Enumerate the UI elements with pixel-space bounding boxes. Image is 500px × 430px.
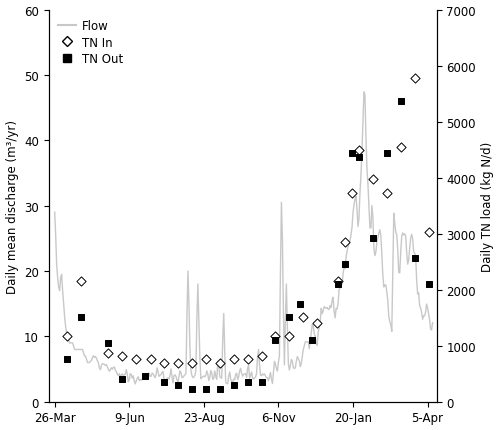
- Point: [369, 177, 377, 184]
- Point: [424, 281, 432, 288]
- Point: [313, 320, 321, 327]
- Point: [410, 255, 418, 262]
- Point: [300, 313, 308, 320]
- Point: [286, 333, 294, 340]
- Point: [132, 356, 140, 363]
- Point: [348, 150, 356, 157]
- Legend: Flow, TN In, TN Out: Flow, TN In, TN Out: [54, 16, 127, 70]
- Point: [286, 313, 294, 320]
- Point: [216, 385, 224, 392]
- Point: [272, 336, 280, 343]
- Point: [216, 359, 224, 366]
- Point: [410, 76, 418, 83]
- Point: [174, 359, 182, 366]
- Point: [230, 382, 237, 389]
- Point: [230, 356, 237, 363]
- Point: [341, 261, 349, 268]
- Point: [188, 359, 196, 366]
- Point: [202, 356, 210, 363]
- Point: [244, 356, 252, 363]
- Point: [396, 144, 404, 151]
- Point: [383, 150, 391, 157]
- Point: [174, 382, 182, 389]
- Point: [76, 278, 84, 285]
- Y-axis label: Daily mean discharge (m³/yr): Daily mean discharge (m³/yr): [6, 120, 18, 293]
- Point: [341, 239, 349, 246]
- Point: [258, 379, 266, 386]
- Y-axis label: Daily TN load (kg N/d): Daily TN load (kg N/d): [482, 141, 494, 271]
- Point: [160, 379, 168, 386]
- Point: [118, 353, 126, 359]
- Point: [272, 333, 280, 340]
- Point: [188, 385, 196, 392]
- Point: [355, 147, 363, 154]
- Point: [147, 356, 155, 363]
- Point: [141, 372, 149, 379]
- Point: [348, 190, 356, 197]
- Point: [244, 379, 252, 386]
- Point: [76, 313, 84, 320]
- Point: [334, 278, 342, 285]
- Point: [296, 301, 304, 307]
- Point: [308, 336, 316, 343]
- Point: [160, 359, 168, 366]
- Point: [104, 350, 112, 356]
- Point: [334, 281, 342, 288]
- Point: [258, 353, 266, 359]
- Point: [383, 190, 391, 197]
- Point: [424, 229, 432, 236]
- Point: [62, 333, 70, 340]
- Point: [202, 385, 210, 392]
- Point: [396, 98, 404, 105]
- Point: [104, 340, 112, 347]
- Point: [118, 375, 126, 382]
- Point: [355, 154, 363, 161]
- Point: [369, 235, 377, 242]
- Point: [62, 356, 70, 363]
